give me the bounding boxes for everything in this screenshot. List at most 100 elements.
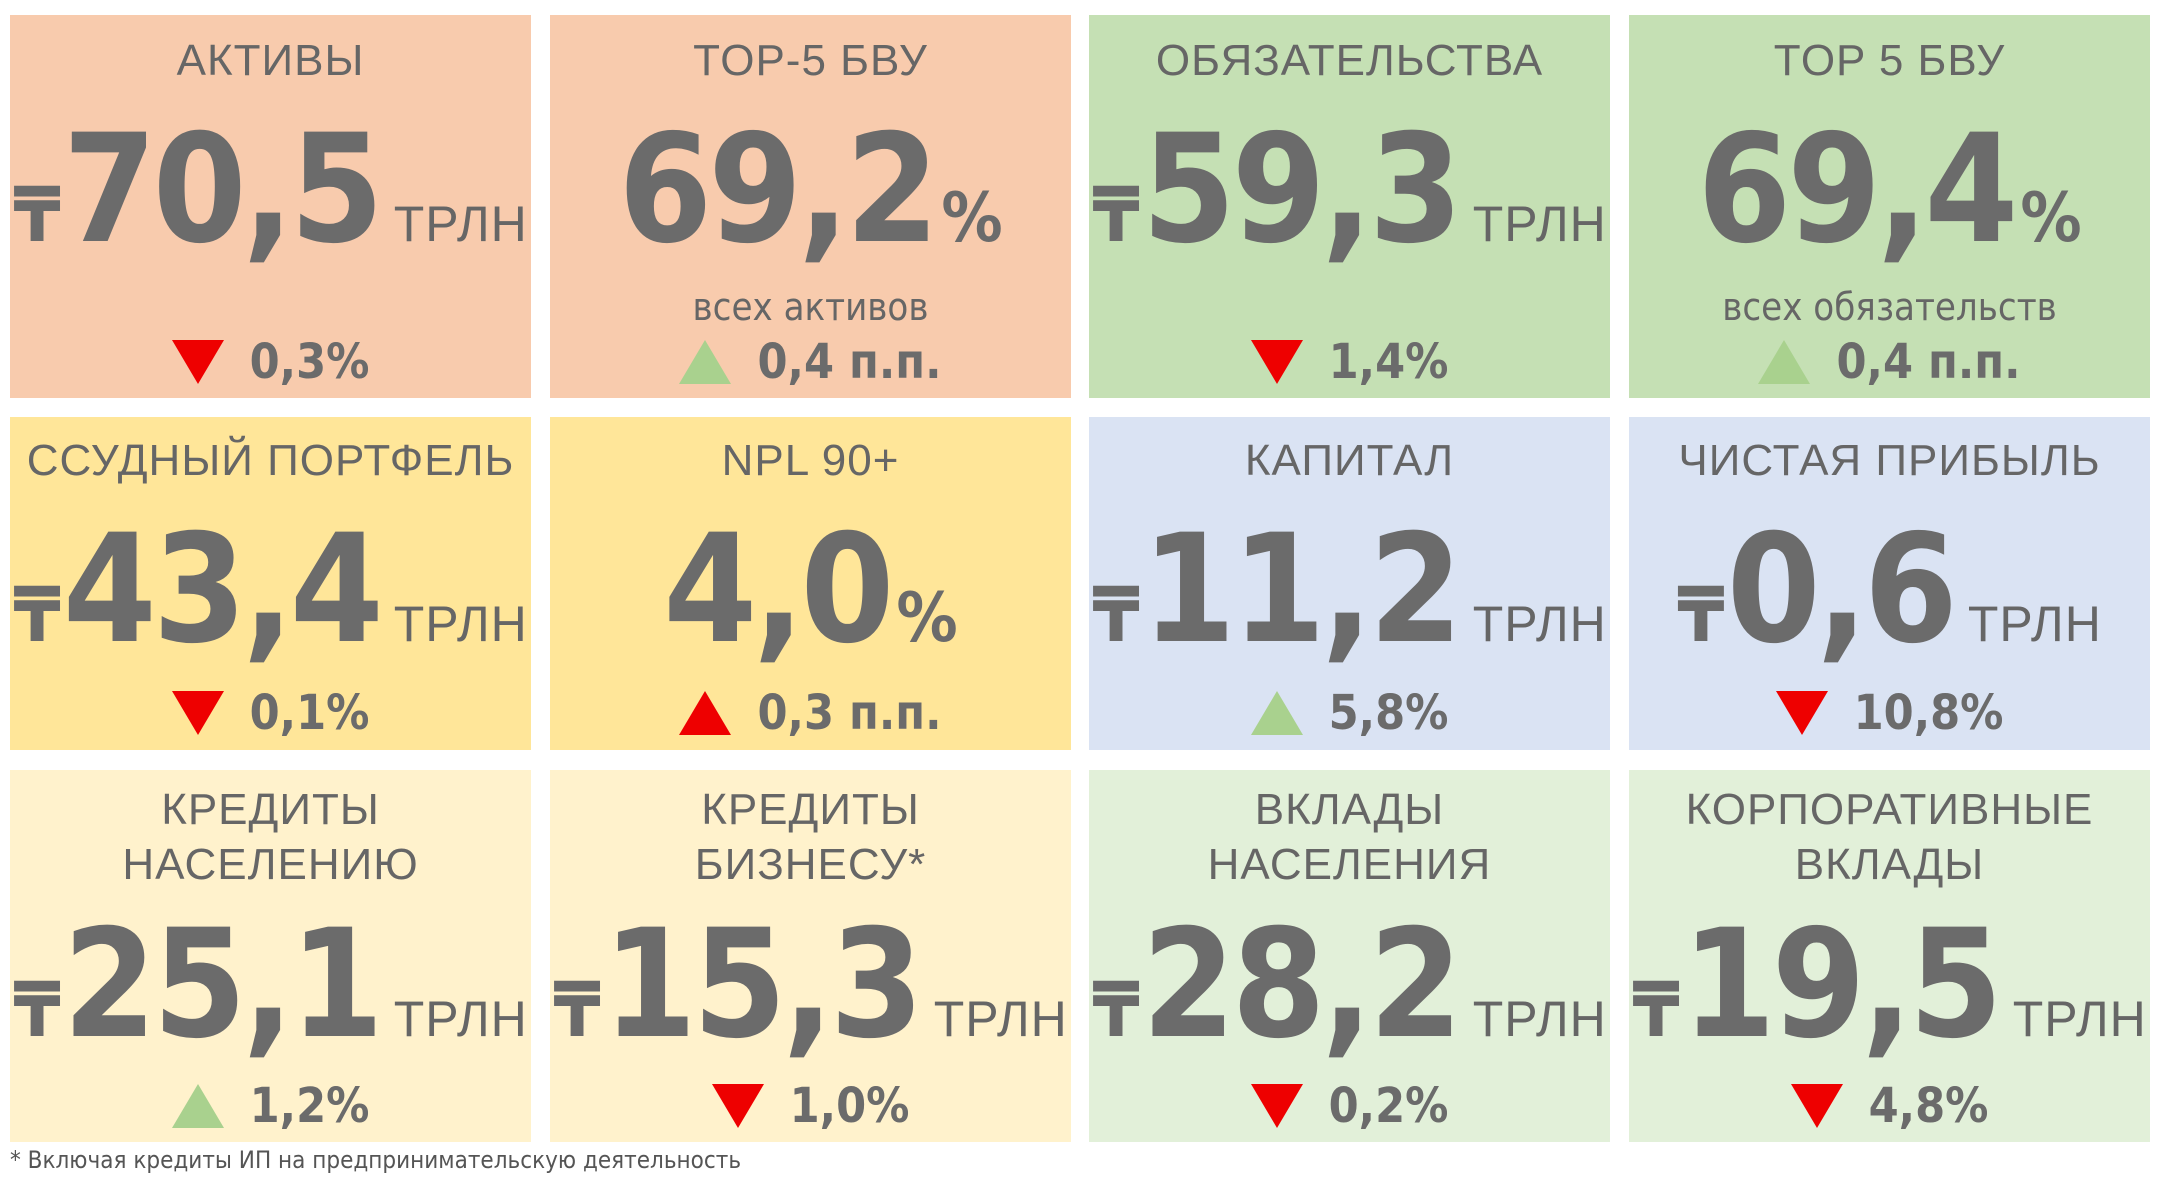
big-number: 28,2 — [1141, 898, 1463, 1072]
unit-label: ТРЛН — [2012, 991, 2147, 1047]
big-number: 25,1 — [62, 898, 384, 1072]
tile-title-line1: КОРПОРАТИВНЫЕ — [1685, 785, 2094, 834]
tile-value-row: ₸28,2 ТРЛН — [1089, 910, 1610, 1060]
unit-label: ТРЛН — [1472, 991, 1607, 1047]
change-value: 0,4 п.п. — [757, 334, 942, 390]
change-value: 1,4% — [1328, 334, 1449, 390]
triangle-up-icon — [679, 340, 732, 384]
change-indicator: 1,0% — [550, 1082, 1071, 1130]
tile-business-loans: КРЕДИТЫ БИЗНЕСУ* ₸15,3 ТРЛН 1,0% — [550, 770, 1071, 1142]
triangle-down-icon — [171, 340, 224, 384]
tile-title-line2: НАСЕЛЕНИЯ — [1207, 840, 1492, 889]
change-value: 0,4 п.п. — [1836, 334, 2021, 390]
big-number: 4,0 — [663, 503, 894, 677]
tile-title-line1: КРЕДИТЫ — [161, 785, 380, 834]
triangle-down-icon — [1250, 340, 1303, 384]
tenge-sign: ₸ — [13, 170, 61, 259]
tile-value-row: ₸0,6 ТРЛН — [1629, 515, 2150, 665]
change-indicator: 10,8% — [1629, 689, 2150, 737]
tenge-sign: ₸ — [1092, 965, 1140, 1054]
tile-value-row: ₸11,2 ТРЛН — [1089, 515, 1610, 665]
tile-value-row: 69,2% — [550, 115, 1071, 265]
tile-title: TOP 5 БВУ — [1773, 36, 2006, 85]
big-number: 69,2 — [618, 103, 939, 277]
unit-label: ТРЛН — [1967, 596, 2102, 652]
tenge-sign: ₸ — [1092, 170, 1140, 259]
change-value: 0,3 п.п. — [757, 685, 942, 741]
tile-top5-assets: TOP-5 БВУ 69,2% всех активов 0,4 п.п. — [550, 15, 1071, 398]
big-number: 70,5 — [62, 103, 384, 277]
change-value: 0,3% — [249, 334, 370, 390]
change-indicator: 0,3 п.п. — [550, 689, 1071, 737]
tenge-sign: ₸ — [1677, 570, 1725, 659]
tile-title: АКТИВЫ — [176, 36, 365, 85]
triangle-down-icon — [1790, 1084, 1843, 1128]
tile-subtitle: всех активов — [692, 285, 929, 329]
tenge-sign: ₸ — [13, 965, 61, 1054]
unit-label: ТРЛН — [1472, 196, 1607, 252]
tile-net-profit: ЧИСТАЯ ПРИБЫЛЬ ₸0,6 ТРЛН 10,8% — [1629, 417, 2150, 750]
change-value: 10,8% — [1853, 685, 2004, 741]
change-value: 1,0% — [789, 1078, 910, 1134]
unit-label: ТРЛН — [933, 991, 1068, 1047]
big-number: 11,2 — [1141, 503, 1463, 677]
tenge-sign: ₸ — [1092, 570, 1140, 659]
change-value: 0,2% — [1328, 1078, 1449, 1134]
triangle-down-icon — [711, 1084, 764, 1128]
change-indicator: 0,4 п.п. — [550, 338, 1071, 386]
triangle-up-icon — [171, 1084, 224, 1128]
tile-title-line1: ВКЛАДЫ — [1254, 785, 1445, 834]
tile-value-row: ₸43,4 ТРЛН — [10, 515, 531, 665]
tile-title-line2: НАСЕЛЕНИЮ — [122, 840, 419, 889]
unit-label: % — [2020, 179, 2082, 258]
triangle-up-icon — [679, 691, 732, 735]
change-indicator: 1,2% — [10, 1082, 531, 1130]
tile-retail-loans: КРЕДИТЫ НАСЕЛЕНИЮ ₸25,1 ТРЛН 1,2% — [10, 770, 531, 1142]
triangle-down-icon — [171, 691, 224, 735]
change-indicator: 4,8% — [1629, 1082, 2150, 1130]
tile-title: ОБЯЗАТЕЛЬСТВА — [1155, 36, 1544, 85]
change-value: 5,8% — [1328, 685, 1449, 741]
unit-label: ТРЛН — [393, 196, 528, 252]
unit-label: ТРЛН — [393, 596, 528, 652]
tile-value-row: ₸70,5 ТРЛН — [10, 115, 531, 265]
triangle-down-icon — [1250, 1084, 1303, 1128]
tile-value-row: ₸15,3 ТРЛН — [550, 910, 1071, 1060]
big-number: 69,4 — [1697, 103, 2018, 277]
footnote: * Включая кредиты ИП на предпринимательс… — [10, 1146, 742, 1174]
tile-value-row: ₸25,1 ТРЛН — [10, 910, 531, 1060]
big-number: 43,4 — [62, 503, 384, 677]
tile-title: ССУДНЫЙ ПОРТФЕЛЬ — [26, 436, 515, 485]
tile-title-line1: КРЕДИТЫ — [701, 785, 920, 834]
tile-title: TOP-5 БВУ — [693, 36, 928, 85]
tile-title-line2: БИЗНЕСУ* — [694, 840, 927, 889]
change-indicator: 0,2% — [1089, 1082, 1610, 1130]
change-indicator: 0,4 п.п. — [1629, 338, 2150, 386]
unit-label: ТРЛН — [1472, 596, 1607, 652]
unit-label: % — [941, 179, 1003, 258]
big-number: 59,3 — [1141, 103, 1463, 277]
change-value: 1,2% — [249, 1078, 370, 1134]
change-indicator: 0,3% — [10, 338, 531, 386]
tile-retail-deposits: ВКЛАДЫ НАСЕЛЕНИЯ ₸28,2 ТРЛН 0,2% — [1089, 770, 1610, 1142]
big-number: 19,5 — [1681, 898, 2003, 1072]
change-indicator: 5,8% — [1089, 689, 1610, 737]
triangle-up-icon — [1250, 691, 1303, 735]
tile-title: КАПИТАЛ — [1244, 436, 1455, 485]
change-indicator: 0,1% — [10, 689, 531, 737]
tile-subtitle: всех обязательств — [1722, 285, 2057, 329]
triangle-down-icon — [1775, 691, 1828, 735]
tile-assets: АКТИВЫ ₸70,5 ТРЛН 0,3% — [10, 15, 531, 398]
big-number: 15,3 — [602, 898, 924, 1072]
tile-value-row: 4,0% — [550, 515, 1071, 665]
change-indicator: 1,4% — [1089, 338, 1610, 386]
tile-title: NPL 90+ — [721, 436, 900, 485]
tile-title: ЧИСТАЯ ПРИБЫЛЬ — [1678, 436, 2101, 485]
tile-loan-portfolio: ССУДНЫЙ ПОРТФЕЛЬ ₸43,4 ТРЛН 0,1% — [10, 417, 531, 750]
unit-label: % — [896, 579, 958, 658]
change-value: 0,1% — [249, 685, 370, 741]
tile-title-line2: ВКЛАДЫ — [1794, 840, 1985, 889]
tile-value-row: ₸19,5 ТРЛН — [1629, 910, 2150, 1060]
tile-corporate-deposits: КОРПОРАТИВНЫЕ ВКЛАДЫ ₸19,5 ТРЛН 4,8% — [1629, 770, 2150, 1142]
tenge-sign: ₸ — [13, 570, 61, 659]
